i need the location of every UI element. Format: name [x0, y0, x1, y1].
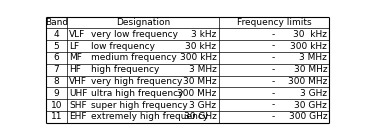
Text: 300 GHz: 300 GHz [288, 112, 327, 121]
Text: low frequency: low frequency [90, 42, 154, 51]
Text: 30 GHz: 30 GHz [184, 112, 217, 121]
Text: HF: HF [69, 65, 81, 74]
Text: 30 MHz: 30 MHz [294, 65, 327, 74]
Text: 3 MHz: 3 MHz [188, 65, 217, 74]
Text: Band: Band [45, 18, 68, 27]
Text: Frequency limits: Frequency limits [237, 18, 311, 27]
Text: 7: 7 [53, 65, 59, 74]
Text: medium frequency: medium frequency [90, 53, 176, 62]
Text: very low frequency: very low frequency [90, 30, 178, 39]
Text: 4: 4 [53, 30, 59, 39]
Text: -: - [272, 101, 275, 110]
Text: extremely high frequency: extremely high frequency [90, 112, 208, 121]
Text: -: - [272, 42, 275, 51]
Text: 9: 9 [53, 89, 59, 98]
Text: 30  kHz: 30 kHz [293, 30, 327, 39]
Text: -: - [272, 65, 275, 74]
Text: 3 GHz: 3 GHz [189, 101, 217, 110]
Text: 3 MHz: 3 MHz [299, 53, 327, 62]
Text: 10: 10 [51, 101, 62, 110]
Text: 30 GHz: 30 GHz [294, 101, 327, 110]
Text: VLF: VLF [69, 30, 86, 39]
Text: 300 kHz: 300 kHz [290, 42, 327, 51]
Text: super high frequency: super high frequency [90, 101, 187, 110]
Text: 30 MHz: 30 MHz [183, 77, 217, 86]
Text: 300 MHz: 300 MHz [288, 77, 327, 86]
Text: 30 kHz: 30 kHz [186, 42, 217, 51]
Text: EHF: EHF [69, 112, 87, 121]
Text: -: - [272, 77, 275, 86]
Text: 8: 8 [53, 77, 59, 86]
Text: UHF: UHF [69, 89, 88, 98]
Text: -: - [272, 112, 275, 121]
Text: -: - [272, 89, 275, 98]
Text: -: - [272, 53, 275, 62]
Text: 3 kHz: 3 kHz [191, 30, 217, 39]
Text: VHF: VHF [69, 77, 87, 86]
Text: 300 MHz: 300 MHz [177, 89, 217, 98]
Text: MF: MF [69, 53, 82, 62]
Text: 3 GHz: 3 GHz [300, 89, 327, 98]
Text: Designation: Designation [116, 18, 170, 27]
Text: ultra high frequency: ultra high frequency [90, 89, 183, 98]
Text: 6: 6 [53, 53, 59, 62]
Text: 5: 5 [53, 42, 59, 51]
Text: -: - [272, 30, 275, 39]
Text: very high frequency: very high frequency [90, 77, 182, 86]
Text: 300 kHz: 300 kHz [180, 53, 217, 62]
Text: high frequency: high frequency [90, 65, 159, 74]
Text: LF: LF [69, 42, 79, 51]
Text: SHF: SHF [69, 101, 87, 110]
Text: 11: 11 [51, 112, 62, 121]
